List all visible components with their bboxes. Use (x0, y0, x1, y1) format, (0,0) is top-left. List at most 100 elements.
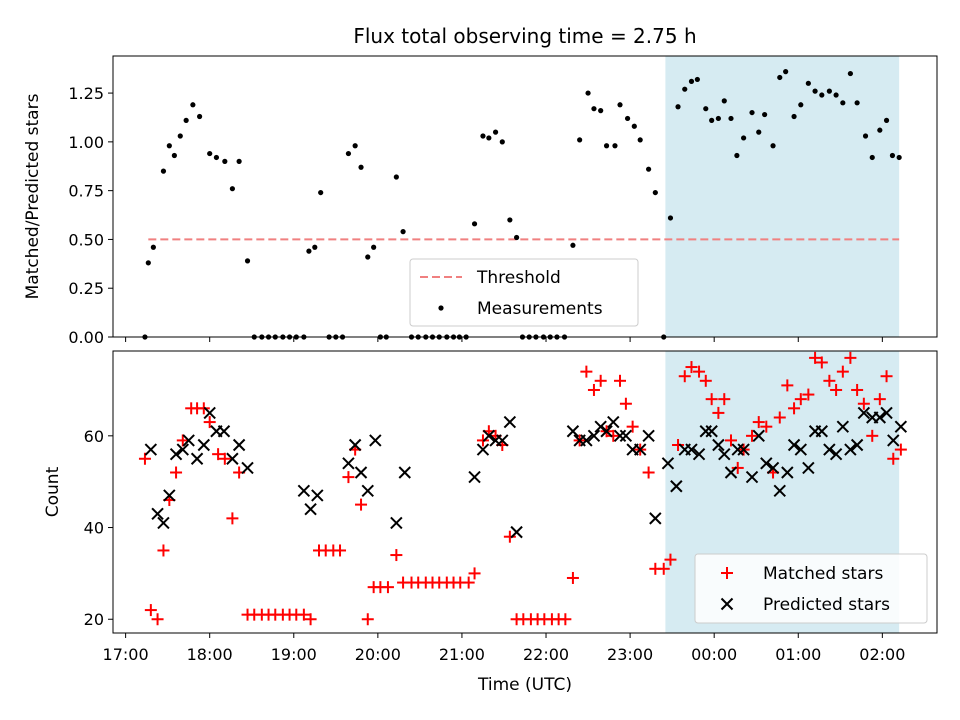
measurement-point (352, 143, 358, 149)
bottom-legend-box (694, 553, 928, 624)
measurement-point (229, 186, 235, 192)
matched-star-point (304, 613, 317, 626)
measurement-point (877, 127, 883, 133)
predicted-star-point (342, 457, 355, 470)
predicted-star-point (232, 438, 246, 452)
predicted-star-point (587, 429, 601, 443)
matched-star-point (566, 571, 579, 584)
predicted-star-point (773, 484, 786, 498)
predicted-star-point (642, 429, 655, 443)
measurement-point (812, 88, 818, 94)
measurement-point (896, 154, 902, 161)
predicted-star-point (829, 447, 843, 461)
predicted-star-point (844, 443, 857, 456)
matched-star-point (830, 383, 843, 396)
measurement-point (171, 152, 177, 159)
measurement-point (365, 254, 371, 260)
matched-star-point (657, 562, 670, 575)
predicted-star-point (787, 438, 801, 452)
predicted-star-point (190, 452, 204, 465)
matched-star-point (851, 383, 864, 396)
matched-star-point (170, 466, 183, 479)
matched-star-point (887, 452, 900, 465)
measurement-point (603, 143, 610, 149)
matched-star-point (642, 466, 655, 479)
x-axis-label: Time (UTC) (477, 675, 572, 695)
y-tick-label: 0.50 (68, 230, 104, 249)
measurement-point (306, 248, 312, 254)
measurement-point (207, 150, 213, 157)
measurement-point (190, 102, 196, 108)
predicted-star-point (151, 507, 164, 520)
bottom-y-axis-label: Count (43, 466, 63, 517)
predicted-star-point (699, 425, 712, 438)
matched-star-point (334, 544, 347, 557)
predicted-star-point (304, 502, 317, 516)
predicted-star-point (169, 447, 183, 461)
measurement-point (721, 98, 727, 104)
measurement-point (682, 86, 688, 92)
measurement-point (183, 117, 189, 123)
measurement-point (756, 129, 762, 135)
x-tick-label: 23:00 (607, 645, 653, 664)
matched-star-point (176, 434, 189, 447)
measurement-point (783, 69, 789, 75)
measurement-point (507, 217, 513, 223)
matched-star-point (857, 397, 870, 410)
x-tick-label: 02:00 (859, 645, 905, 664)
matched-star-point (802, 388, 815, 401)
measurement-point (150, 244, 156, 250)
y-tick-label: 0.00 (68, 328, 104, 347)
predicted-star-point (737, 443, 750, 456)
y-tick-label: 20 (84, 610, 104, 629)
measurement-point (486, 135, 492, 141)
measurement-point (236, 158, 242, 164)
matched-star-point (587, 383, 600, 396)
measurement-point (734, 152, 740, 159)
predicted-star-point (241, 461, 254, 475)
bottom-legend: Matched stars Predicted stars (694, 553, 928, 624)
x-tick-label: 20:00 (355, 645, 401, 664)
predicted-star-point (496, 434, 509, 447)
predicted-star-point (894, 420, 908, 433)
predicted-star-point (361, 484, 374, 498)
measurement-point (805, 80, 811, 86)
matched-star-point (594, 374, 607, 387)
matched-star-point (503, 530, 516, 543)
matched-star-point (731, 461, 744, 474)
matched-stars-points (138, 351, 907, 626)
predicted-star-point (661, 457, 675, 470)
matched-star-point (809, 351, 822, 364)
predicted-star-point (887, 434, 900, 447)
matched-star-point (725, 434, 737, 447)
top-y-axis-ticks: 0.00 0.25 0.50 0.75 1.00 1.25 (68, 84, 113, 347)
measurement-point (612, 143, 618, 149)
predicted-star-point (649, 512, 662, 525)
predicted-star-point (600, 425, 613, 438)
matched-star-point (836, 365, 849, 378)
predicted-star-point (226, 452, 239, 465)
matched-star-point (157, 544, 170, 557)
measurement-point (393, 174, 399, 180)
predicted-legend-label: Predicted stars (763, 595, 890, 615)
threshold-legend-label: Threshold (476, 268, 561, 288)
y-tick-label: 1.25 (68, 84, 104, 103)
measurement-point (709, 117, 715, 123)
measurement-point (160, 168, 167, 174)
matched-star-point (760, 420, 773, 433)
x-tick-label: 18:00 (187, 645, 233, 664)
measurement-point (889, 152, 896, 159)
matched-star-point (138, 452, 151, 465)
y-tick-label: 0.25 (68, 279, 104, 298)
measurement-point (145, 260, 151, 266)
matched-star-point (462, 576, 475, 589)
predicted-star-point (613, 429, 627, 443)
predicted-star-point (354, 466, 368, 479)
measurement-point (591, 106, 597, 112)
predicted-star-point (580, 434, 593, 447)
predicted-star-point (468, 470, 481, 484)
predicted-star-point (731, 443, 744, 456)
matched-star-point (880, 370, 893, 383)
predicted-star-point (692, 447, 706, 461)
